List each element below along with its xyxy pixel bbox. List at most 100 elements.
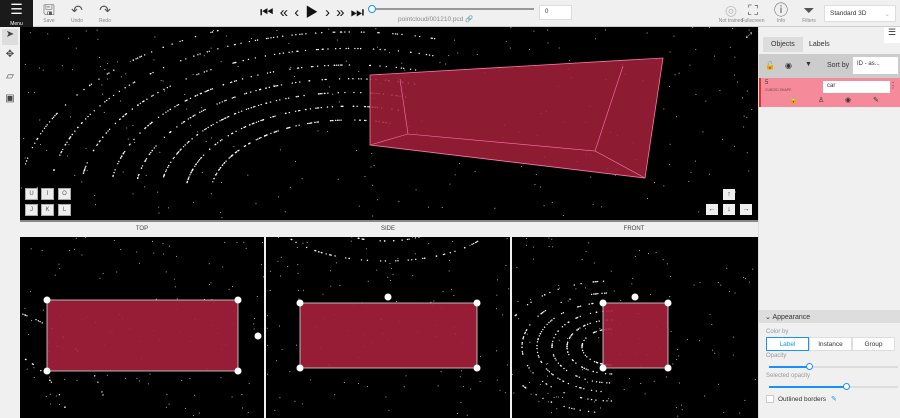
tab-labels[interactable]: Labels: [809, 41, 830, 48]
key-u-button[interactable]: U: [25, 188, 38, 200]
arrow-down-button[interactable]: ↓: [723, 204, 735, 215]
point: [84, 118, 87, 120]
point: [220, 61, 222, 63]
prev-frame-button[interactable]: ‹: [294, 4, 301, 21]
side-view[interactable]: [266, 237, 510, 418]
key-l-button[interactable]: L: [58, 204, 71, 216]
point: [607, 398, 609, 400]
move-icon[interactable]: ✥: [5, 49, 15, 60]
point: [449, 183, 451, 185]
pin-icon[interactable]: ✎: [873, 97, 879, 104]
undo-button[interactable]: ↶ Undo: [62, 2, 92, 24]
caret-down-icon[interactable]: ▼: [805, 61, 812, 68]
arrow-up-button[interactable]: ↑: [723, 189, 735, 200]
resize-handle: [43, 367, 51, 375]
arrow-right-button[interactable]: →: [740, 204, 752, 215]
fwd-fast-button[interactable]: »: [336, 4, 346, 21]
point: [190, 171, 192, 174]
outlined-borders-checkbox[interactable]: [766, 395, 774, 403]
lock-all-icon[interactable]: 🔓: [765, 61, 775, 70]
front-view[interactable]: [512, 237, 758, 418]
point: [228, 288, 230, 290]
point: [471, 243, 473, 246]
key-o-button[interactable]: O: [58, 188, 71, 200]
frame-slider-handle[interactable]: [368, 5, 376, 13]
key-k-button[interactable]: K: [41, 204, 54, 216]
object-item[interactable]: 5 CUBOID SHAPE car ⋮ 🔓 ♙ ◉ ✎: [759, 78, 900, 107]
label-select[interactable]: car: [823, 81, 890, 93]
user-icon[interactable]: ♙: [818, 97, 825, 104]
color-by-label-option[interactable]: Label: [766, 337, 809, 351]
arrow-left-button[interactable]: ←: [706, 204, 718, 215]
top-view[interactable]: [20, 237, 264, 418]
point: [137, 104, 139, 106]
point: [49, 379, 51, 382]
play-button[interactable]: ▶: [305, 4, 320, 21]
point: [669, 143, 671, 145]
appearance-header[interactable]: ⌄ Appearance: [759, 310, 900, 323]
opacity-slider[interactable]: [769, 366, 898, 368]
key-j-button[interactable]: J: [25, 204, 38, 216]
point: [250, 91, 252, 93]
point: [255, 89, 257, 92]
eye-icon[interactable]: ◉: [785, 61, 792, 70]
point: [470, 388, 472, 390]
point: [192, 415, 194, 417]
redo-button[interactable]: ↷ Redo: [90, 2, 120, 24]
group-icon[interactable]: ▣: [5, 93, 15, 104]
point: [331, 106, 334, 108]
point: [69, 250, 71, 252]
point: [277, 237, 279, 238]
frame-slider[interactable]: [372, 8, 534, 10]
point: [106, 99, 108, 102]
cursor-icon[interactable]: ➤: [2, 29, 18, 45]
next-frame-button[interactable]: ›: [324, 4, 331, 21]
filters-button[interactable]: ⏷ Filters: [794, 2, 824, 24]
point: [138, 380, 140, 382]
more-icon[interactable]: ⋮: [889, 81, 897, 90]
point: [296, 50, 298, 53]
point: [582, 369, 584, 371]
visibility-icon[interactable]: ◉: [845, 97, 852, 104]
workspace-select[interactable]: Standard 3D ⌄: [824, 5, 896, 22]
point: [573, 284, 575, 286]
fullscreen-button[interactable]: ⛶ Fullscreen: [738, 2, 768, 24]
point: [210, 88, 212, 91]
sort-select[interactable]: ID - as...: [853, 57, 898, 74]
point: [338, 119, 340, 121]
key-i-button[interactable]: I: [41, 188, 54, 200]
point: [526, 364, 529, 367]
selected-opacity-slider[interactable]: [769, 386, 898, 388]
cuboid-edge: [369, 133, 409, 146]
last-frame-button[interactable]: ⏭: [350, 4, 366, 21]
point: [142, 100, 145, 102]
tab-objects[interactable]: Objects: [763, 37, 803, 52]
perspective-view[interactable]: ⤢: [20, 27, 758, 220]
draw-cuboid-icon[interactable]: ▱: [6, 71, 14, 82]
ai-tools-button[interactable]: ◎ Not trained: [716, 2, 746, 24]
link-icon[interactable]: 🔗: [465, 16, 474, 23]
point: [388, 52, 390, 54]
save-button[interactable]: 🖫 Save: [34, 2, 64, 24]
info-button[interactable]: ⓘ Info: [766, 2, 796, 24]
expand-icon[interactable]: ⤢: [745, 31, 752, 40]
views-divider[interactable]: [20, 220, 758, 237]
point: [592, 370, 594, 373]
first-frame-button[interactable]: ⏮: [260, 4, 275, 21]
point: [60, 151, 62, 154]
color-by-instance-option[interactable]: Instance: [809, 337, 852, 351]
back-fast-button[interactable]: «: [279, 4, 290, 21]
frame-number-input[interactable]: 0: [539, 5, 572, 20]
point: [334, 48, 337, 50]
menu-button[interactable]: ☰ Menu: [0, 0, 33, 27]
point: [298, 289, 300, 291]
point: [647, 198, 649, 200]
selected-opacity-slider-handle[interactable]: [843, 383, 851, 390]
point: [525, 244, 527, 246]
color-picker-icon[interactable]: ✎: [831, 396, 837, 403]
lock-icon[interactable]: 🔓: [789, 97, 798, 104]
point: [584, 287, 586, 289]
color-by-group-option[interactable]: Group: [852, 337, 895, 351]
collapse-sidebar-icon[interactable]: ☰: [884, 27, 900, 43]
opacity-slider-handle[interactable]: [805, 363, 813, 370]
